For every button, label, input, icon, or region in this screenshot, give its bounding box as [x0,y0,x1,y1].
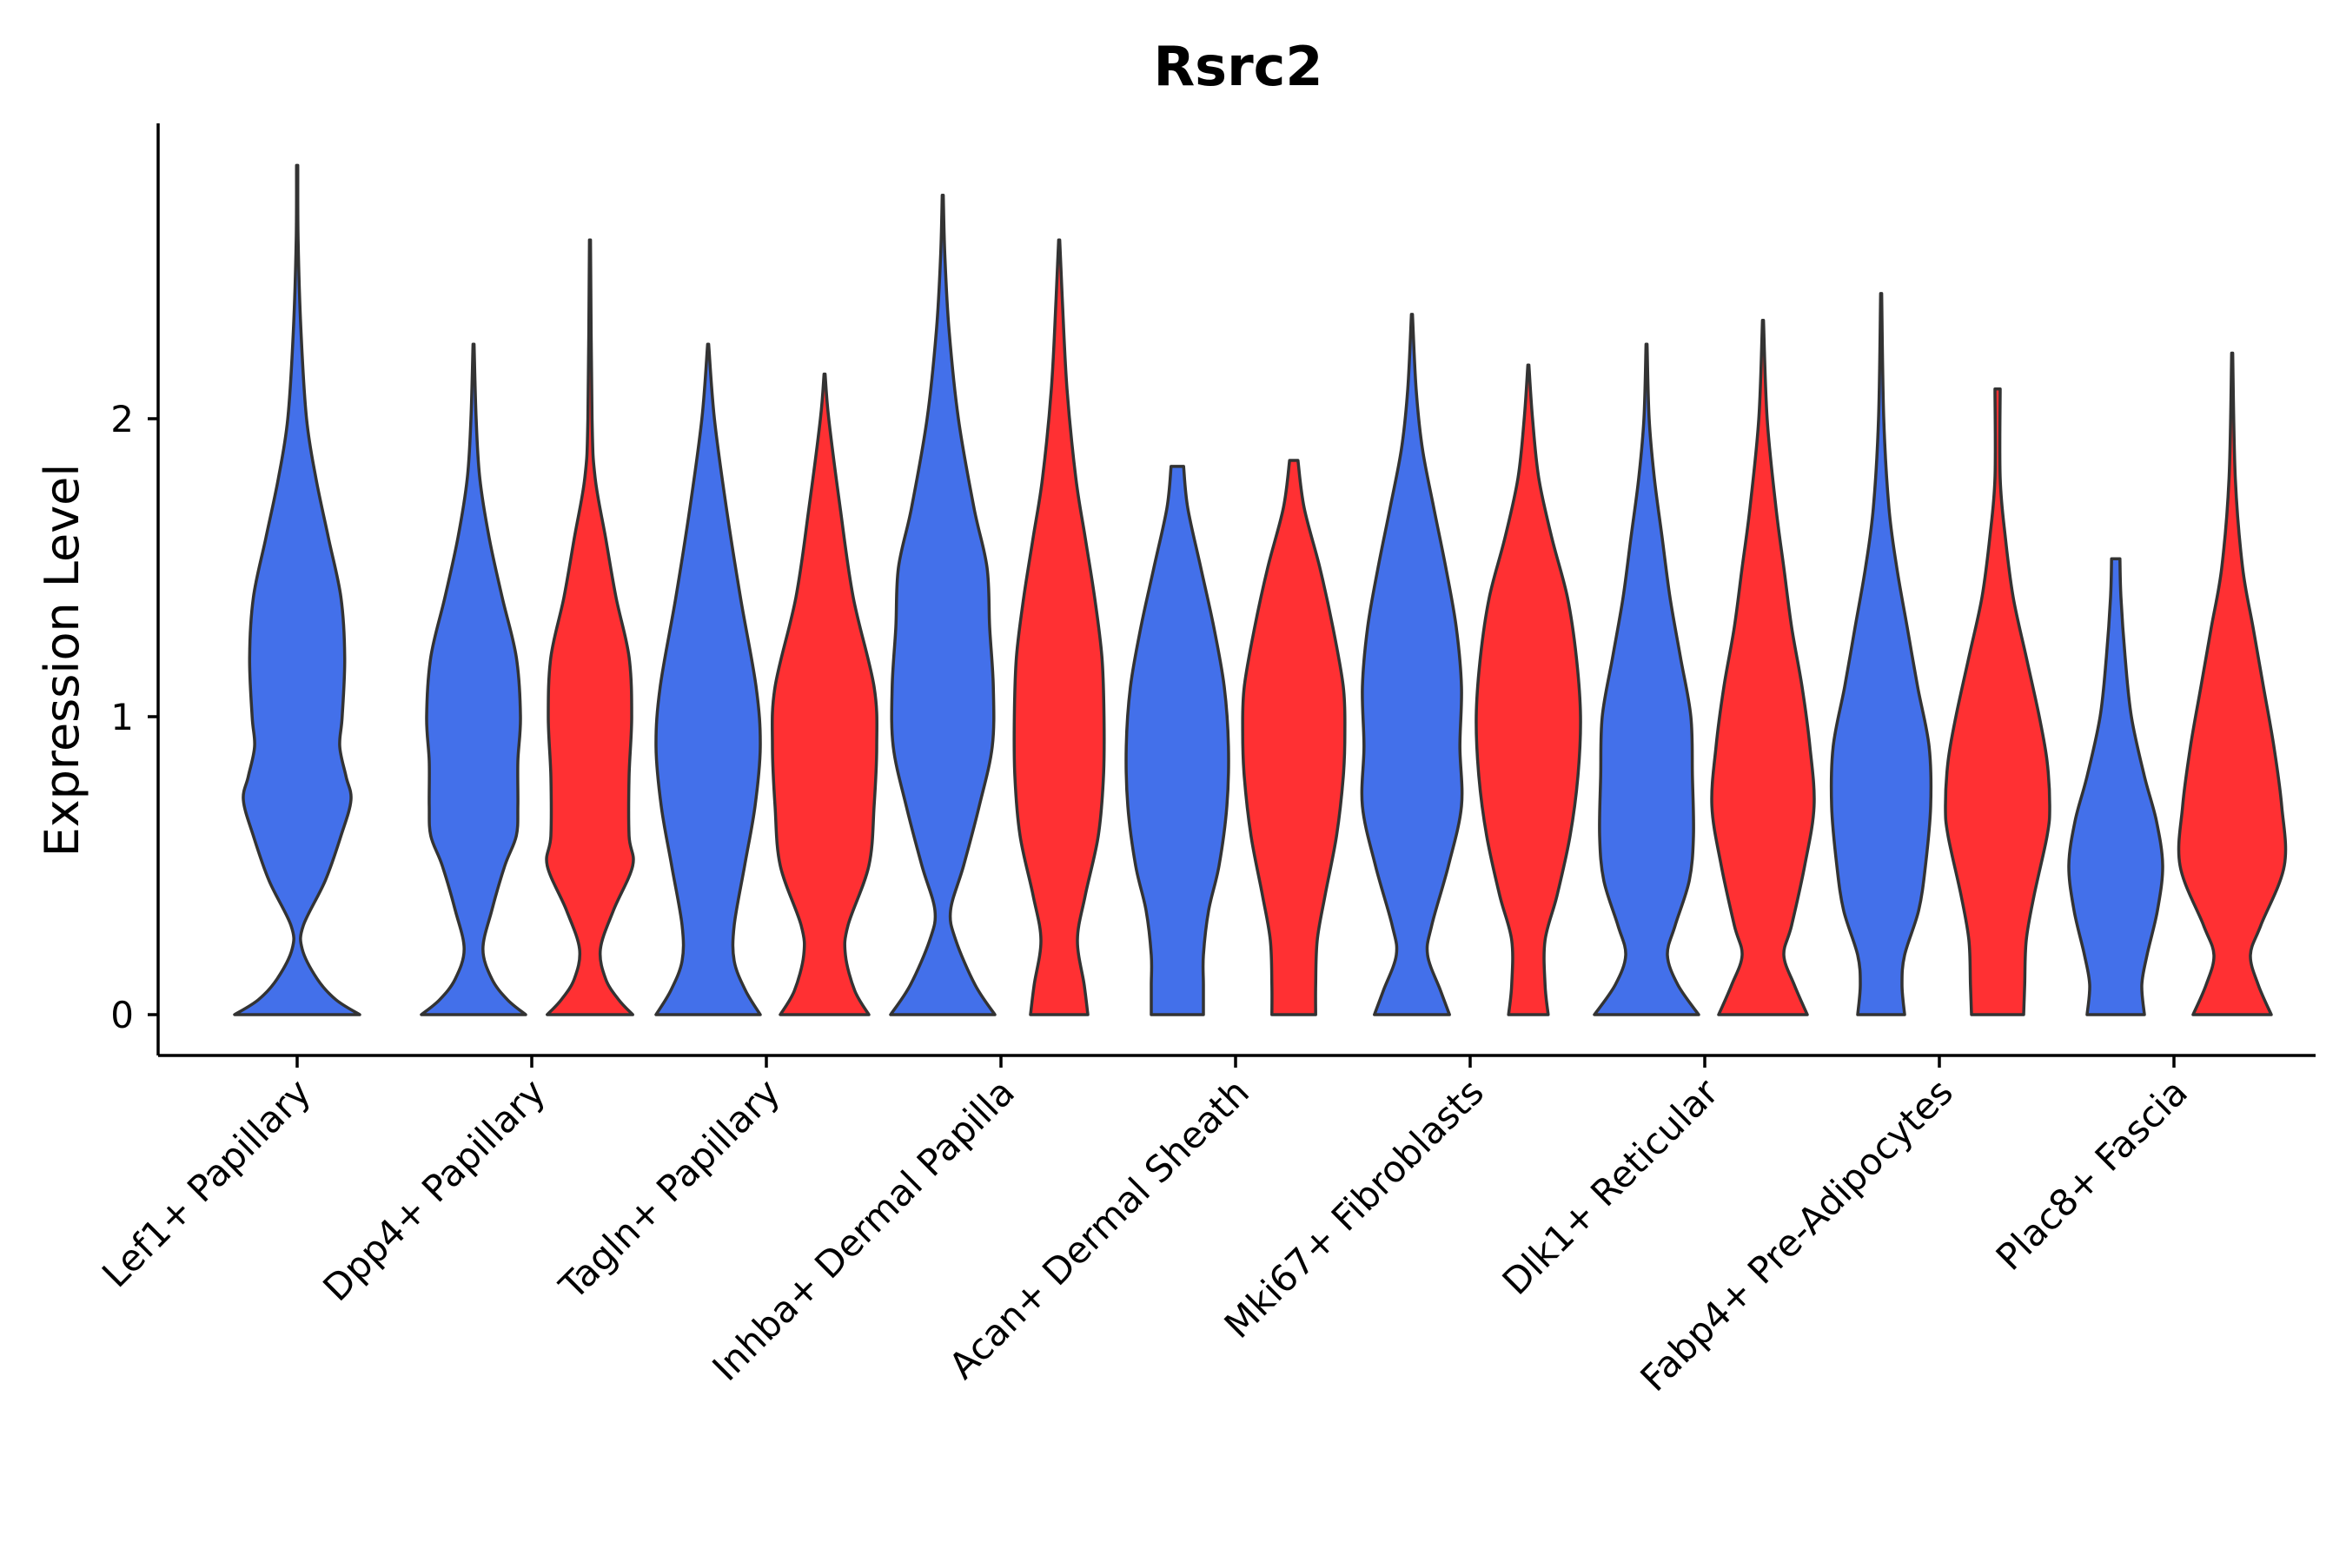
violin-acan-dermal-sheath-series-1 [1241,459,1347,1016]
violin-mki67-fibroblasts-series-0 [1360,313,1464,1016]
violin-tagln-papillary-series-0 [654,342,762,1016]
x-tick-label: Lef1+ Papillary [94,1070,319,1295]
x-tick-label: Tagln+ Papillary [551,1070,788,1307]
y-tick-label: 1 [110,696,134,738]
chart-title: Rsrc2 [1153,35,1322,98]
x-tick-label: Dlk1+ Reticular [1494,1070,1727,1303]
violin-tagln-papillary-series-1 [771,372,878,1016]
violin-acan-dermal-sheath-series-0 [1124,465,1230,1016]
violin-dlk1-reticular-series-1 [1710,319,1816,1016]
violin-plac8-fascia-series-0 [2067,557,2164,1016]
x-tick-label: Plac8+ Fascia [1988,1070,2196,1278]
violin-dlk1-reticular-series-0 [1593,342,1700,1016]
x-tick-label: Dpp4+ Papillary [315,1070,553,1309]
y-axis-label: Expression Level [35,464,89,857]
y-tick-label: 2 [110,398,134,440]
violins-group [233,163,2288,1016]
y-tick-label: 0 [110,994,134,1036]
violin-fabp4-pre-adipocytes-series-1 [1944,387,2051,1016]
violin-plac8-fascia-series-1 [2177,351,2288,1016]
violin-inhba-dermal-papilla-series-0 [889,194,997,1016]
violin-lef1-papillary-series-0 [233,163,361,1016]
violin-dpp4-papillary-series-1 [545,238,635,1016]
y-ticks-group: 0 1 2 [110,398,158,1036]
violin-mki67-fibroblasts-series-1 [1475,363,1582,1016]
violin-fabp4-pre-adipocytes-series-0 [1829,292,1933,1016]
violin-dpp4-papillary-series-0 [420,342,527,1016]
violin-inhba-dermal-papilla-series-1 [1012,238,1106,1016]
x-tick-label: Mki67+ Fibroblasts [1216,1070,1492,1346]
